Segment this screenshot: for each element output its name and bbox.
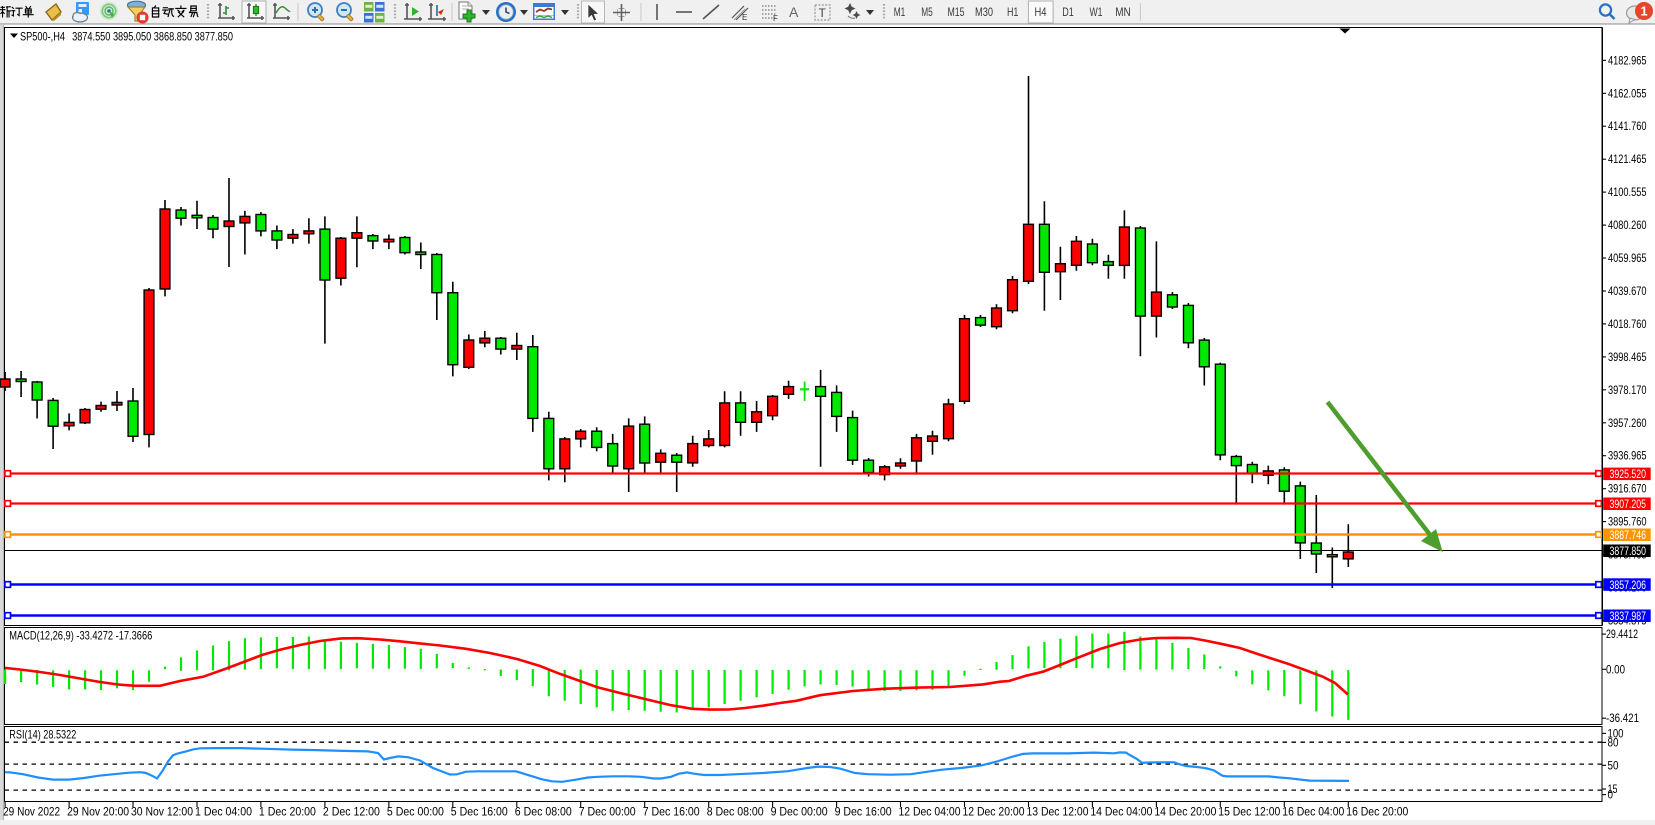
svg-text:15: 15	[1608, 784, 1618, 796]
svg-text:14 Dec 04:00: 14 Dec 04:00	[1090, 807, 1152, 819]
svg-text:6 Dec 08:00: 6 Dec 08:00	[515, 807, 572, 819]
svg-text:7 Dec 00:00: 7 Dec 00:00	[579, 807, 636, 819]
svg-text:9 Dec 00:00: 9 Dec 00:00	[771, 807, 828, 819]
svg-text:M15: M15	[948, 5, 965, 19]
svg-text:1: 1	[1640, 4, 1647, 19]
svg-text:3887.746: 3887.746	[1610, 530, 1647, 542]
svg-text:3857.206: 3857.206	[1610, 580, 1647, 592]
svg-text:15 Dec 12:00: 15 Dec 12:00	[1218, 807, 1280, 819]
svg-text:M30: M30	[975, 5, 993, 19]
svg-text:3895.760: 3895.760	[1608, 517, 1647, 529]
svg-text:F: F	[773, 14, 778, 23]
svg-text:2 Dec 12:00: 2 Dec 12:00	[323, 807, 380, 819]
svg-text:3978.170: 3978.170	[1608, 385, 1647, 397]
svg-text:12 Dec 20:00: 12 Dec 20:00	[963, 807, 1025, 819]
svg-text:4080.260: 4080.260	[1608, 220, 1647, 232]
svg-text:1 Dec 20:00: 1 Dec 20:00	[259, 807, 316, 819]
svg-text:3957.260: 3957.260	[1608, 418, 1647, 430]
svg-text:3925.520: 3925.520	[1610, 469, 1647, 481]
svg-text:14 Dec 20:00: 14 Dec 20:00	[1154, 807, 1216, 819]
svg-text:80: 80	[1608, 737, 1619, 749]
svg-text:-36.421: -36.421	[1606, 713, 1639, 725]
svg-text:A: A	[789, 4, 799, 20]
svg-text:16 Dec 20:00: 16 Dec 20:00	[1346, 807, 1408, 819]
svg-text:3837.987: 3837.987	[1610, 611, 1647, 623]
svg-text:30 Nov 12:00: 30 Nov 12:00	[131, 807, 193, 819]
svg-text:0: 0	[1608, 790, 1614, 802]
svg-text:MN: MN	[1115, 5, 1131, 19]
svg-text:12 Dec 04:00: 12 Dec 04:00	[899, 807, 961, 819]
svg-text:0.00: 0.00	[1606, 664, 1625, 676]
svg-text:4100.555: 4100.555	[1608, 187, 1647, 199]
svg-text:7 Dec 16:00: 7 Dec 16:00	[643, 807, 700, 819]
svg-text:29.4412: 29.4412	[1606, 629, 1638, 641]
svg-text:4182.965: 4182.965	[1608, 55, 1647, 67]
svg-text:1 Dec 04:00: 1 Dec 04:00	[195, 807, 252, 819]
svg-text:3907.205: 3907.205	[1610, 499, 1647, 511]
svg-text:5 Dec 16:00: 5 Dec 16:00	[451, 807, 508, 819]
svg-text:SP500-,H4 3874.550 3895.050 3: SP500-,H4 3874.550 3895.050 3868.850 387…	[20, 30, 233, 44]
svg-text:4141.760: 4141.760	[1608, 121, 1647, 133]
svg-text:29 Nov 2022: 29 Nov 2022	[3, 807, 60, 819]
svg-text:MACD(12,26,9) -33.4272 -17.366: MACD(12,26,9) -33.4272 -17.3666	[9, 629, 152, 643]
svg-text:4121.465: 4121.465	[1608, 154, 1647, 166]
svg-text:9 Dec 16:00: 9 Dec 16:00	[835, 807, 892, 819]
svg-text:RSI(14) 28.5322: RSI(14) 28.5322	[9, 728, 76, 742]
svg-text:M5: M5	[921, 5, 933, 19]
svg-text:H1: H1	[1007, 5, 1019, 19]
svg-text:13 Dec 12:00: 13 Dec 12:00	[1027, 807, 1089, 819]
svg-text:50: 50	[1608, 760, 1619, 772]
svg-text:4162.055: 4162.055	[1608, 88, 1647, 100]
svg-text:3916.670: 3916.670	[1608, 484, 1647, 496]
svg-text:T: T	[819, 6, 827, 20]
svg-text:4039.670: 4039.670	[1608, 286, 1647, 298]
svg-text:W1: W1	[1090, 5, 1103, 19]
svg-text:M1: M1	[894, 5, 906, 19]
svg-text:3877.850: 3877.850	[1610, 546, 1647, 558]
svg-text:D1: D1	[1062, 5, 1074, 19]
svg-text:100: 100	[1608, 728, 1624, 740]
svg-text:4018.760: 4018.760	[1608, 319, 1647, 331]
svg-text:29 Nov 20:00: 29 Nov 20:00	[67, 807, 129, 819]
svg-text:E: E	[742, 13, 747, 22]
svg-text:3936.965: 3936.965	[1608, 451, 1647, 463]
svg-text:4059.965: 4059.965	[1608, 253, 1647, 265]
svg-text:8 Dec 08:00: 8 Dec 08:00	[707, 807, 764, 819]
svg-text:H4: H4	[1035, 5, 1047, 19]
svg-text:16 Dec 04:00: 16 Dec 04:00	[1282, 807, 1344, 819]
svg-text:3998.465: 3998.465	[1608, 352, 1647, 364]
svg-text:5 Dec 00:00: 5 Dec 00:00	[387, 807, 444, 819]
